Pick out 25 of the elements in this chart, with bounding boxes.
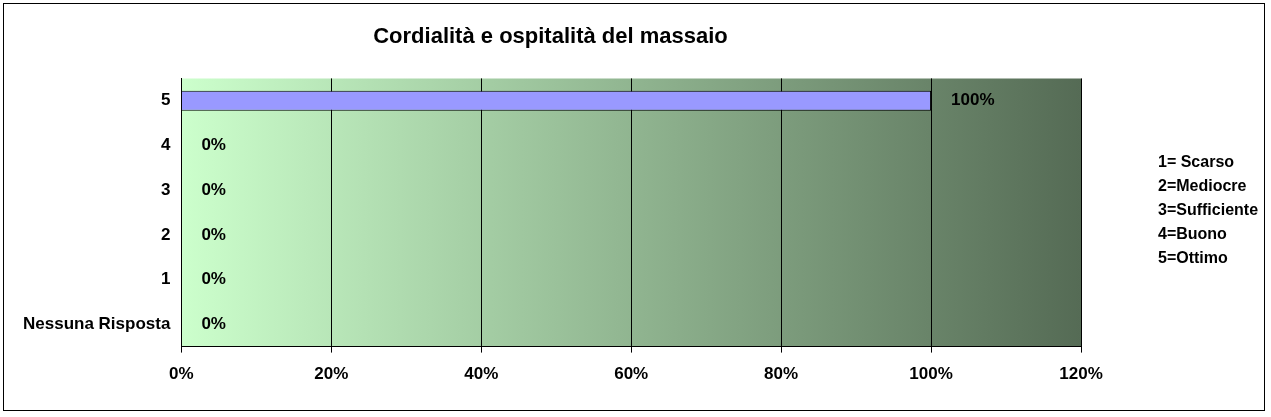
y-tick-label: 3 bbox=[160, 179, 171, 199]
data-label: 0% bbox=[201, 135, 226, 155]
x-tick-label: 120% bbox=[1059, 364, 1103, 384]
y-tick-label: 5 bbox=[160, 90, 171, 110]
text: 5=Ottimo bbox=[1158, 248, 1229, 268]
y-tick-label: 2 bbox=[160, 224, 171, 244]
text: 2=Mediocre bbox=[1158, 176, 1248, 196]
data-label: 100% bbox=[951, 90, 995, 110]
x-tick-label: 0% bbox=[169, 364, 194, 384]
x-tick-label: 40% bbox=[464, 364, 499, 384]
data-label: 0% bbox=[201, 313, 226, 333]
data-label: 0% bbox=[201, 269, 226, 289]
data-label: 0% bbox=[201, 179, 226, 199]
x-tick-label: 80% bbox=[764, 364, 799, 384]
data-label: 0% bbox=[201, 224, 226, 244]
x-tick-label: 60% bbox=[614, 364, 649, 384]
y-tick-label: 4 bbox=[160, 135, 171, 155]
text: 3=Sufficiente bbox=[1158, 200, 1259, 220]
y-tick-label: 1 bbox=[160, 269, 171, 289]
y-tick-label: Nessuna Risposta bbox=[22, 313, 171, 333]
x-tick-label: 100% bbox=[909, 364, 953, 384]
text: 1= Scarso bbox=[1158, 152, 1236, 172]
x-tick-label: 20% bbox=[314, 364, 349, 384]
text: 4=Buono bbox=[1158, 224, 1228, 244]
chart-title: Cordialità e ospitalità del massaio bbox=[373, 23, 728, 49]
